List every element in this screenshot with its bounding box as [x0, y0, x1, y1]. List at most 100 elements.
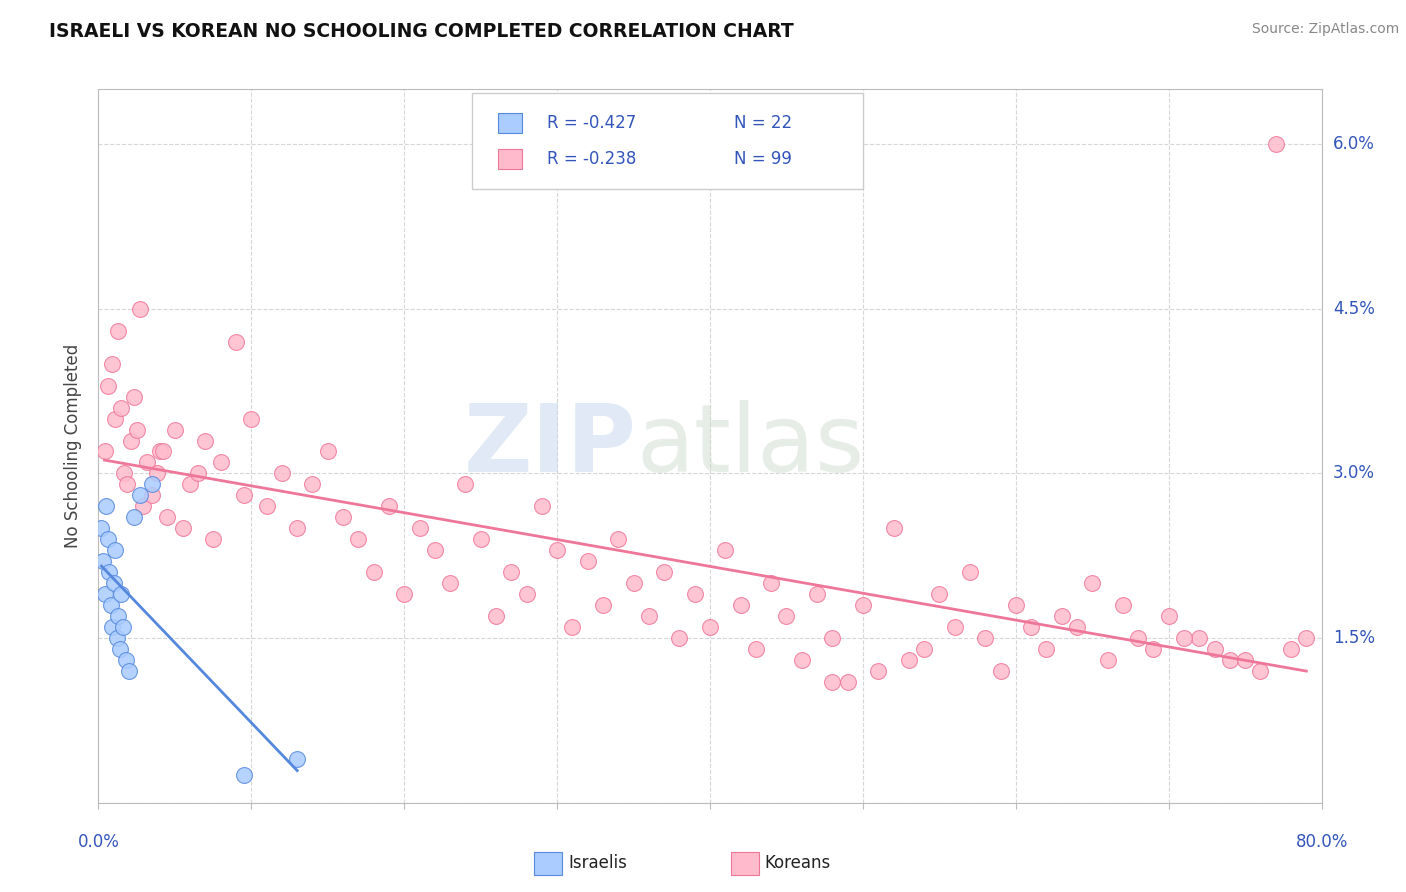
- Point: [1019, 620, 1042, 634]
- Bar: [498, 113, 523, 134]
- Point: [607, 533, 630, 547]
- Point: [187, 467, 209, 481]
- Point: [97, 378, 120, 392]
- Point: [576, 554, 599, 568]
- Point: [103, 576, 125, 591]
- Text: 80.0%: 80.0%: [1295, 833, 1348, 851]
- Point: [470, 533, 492, 547]
- Point: [1081, 576, 1104, 591]
- Point: [107, 324, 129, 338]
- FancyBboxPatch shape: [471, 93, 863, 189]
- Point: [623, 576, 645, 591]
- Point: [1128, 631, 1150, 645]
- Point: [285, 752, 308, 766]
- Point: [1112, 598, 1135, 612]
- Point: [316, 444, 339, 458]
- Point: [347, 533, 370, 547]
- Text: ISRAELI VS KOREAN NO SCHOOLING COMPLETED CORRELATION CHART: ISRAELI VS KOREAN NO SCHOOLING COMPLETED…: [49, 22, 794, 41]
- Point: [868, 664, 890, 678]
- Point: [110, 587, 132, 601]
- Point: [91, 554, 114, 568]
- Point: [1295, 631, 1317, 645]
- Point: [928, 587, 950, 601]
- Text: Source: ZipAtlas.com: Source: ZipAtlas.com: [1251, 22, 1399, 37]
- Point: [93, 444, 115, 458]
- Text: N = 22: N = 22: [734, 114, 793, 132]
- Point: [883, 521, 905, 535]
- Text: ZIP: ZIP: [464, 400, 637, 492]
- Point: [179, 477, 201, 491]
- Point: [270, 467, 294, 481]
- Point: [683, 587, 706, 601]
- Point: [730, 598, 752, 612]
- Text: 1.5%: 1.5%: [1333, 629, 1375, 647]
- Point: [1097, 653, 1119, 667]
- Point: [100, 598, 122, 612]
- Point: [516, 587, 538, 601]
- Point: [501, 566, 523, 580]
- Point: [136, 455, 159, 469]
- Text: 6.0%: 6.0%: [1333, 135, 1375, 153]
- Point: [378, 500, 401, 514]
- Point: [775, 609, 797, 624]
- Bar: [498, 149, 523, 169]
- Point: [112, 467, 135, 481]
- Point: [439, 576, 461, 591]
- Point: [761, 576, 783, 591]
- Point: [98, 566, 121, 580]
- Point: [714, 543, 737, 558]
- Point: [104, 411, 127, 425]
- Point: [990, 664, 1012, 678]
- Text: Koreans: Koreans: [765, 855, 831, 872]
- Text: N = 99: N = 99: [734, 150, 793, 168]
- Point: [202, 533, 225, 547]
- Point: [821, 631, 844, 645]
- Y-axis label: No Schooling Completed: No Schooling Completed: [65, 344, 83, 548]
- Point: [194, 434, 217, 448]
- Point: [652, 566, 675, 580]
- Point: [1157, 609, 1180, 624]
- Point: [141, 488, 163, 502]
- Point: [408, 521, 430, 535]
- Point: [1204, 642, 1226, 657]
- Point: [745, 642, 768, 657]
- Point: [1219, 653, 1241, 667]
- Text: 0.0%: 0.0%: [77, 833, 120, 851]
- Point: [530, 500, 553, 514]
- Point: [852, 598, 875, 612]
- Text: Israelis: Israelis: [568, 855, 627, 872]
- Point: [117, 477, 139, 491]
- Point: [110, 401, 132, 415]
- Point: [209, 455, 232, 469]
- Point: [111, 620, 134, 634]
- Point: [90, 521, 112, 535]
- Point: [1142, 642, 1164, 657]
- Point: [93, 587, 115, 601]
- Text: 4.5%: 4.5%: [1333, 300, 1375, 318]
- Point: [1066, 620, 1088, 634]
- Point: [1173, 631, 1195, 645]
- Point: [546, 543, 568, 558]
- Point: [120, 434, 142, 448]
- Text: R = -0.238: R = -0.238: [547, 150, 637, 168]
- Point: [301, 477, 323, 491]
- Point: [152, 444, 174, 458]
- Point: [592, 598, 614, 612]
- Point: [232, 768, 254, 782]
- Point: [974, 631, 997, 645]
- Point: [105, 631, 128, 645]
- Point: [240, 411, 263, 425]
- Point: [149, 444, 172, 458]
- Point: [837, 675, 859, 690]
- Point: [637, 609, 661, 624]
- Point: [1050, 609, 1073, 624]
- Point: [122, 390, 145, 404]
- Point: [118, 664, 141, 678]
- Point: [145, 467, 167, 481]
- Point: [363, 566, 385, 580]
- Text: 3.0%: 3.0%: [1333, 465, 1375, 483]
- Point: [156, 510, 179, 524]
- Point: [1234, 653, 1257, 667]
- Point: [94, 500, 117, 514]
- Point: [485, 609, 508, 624]
